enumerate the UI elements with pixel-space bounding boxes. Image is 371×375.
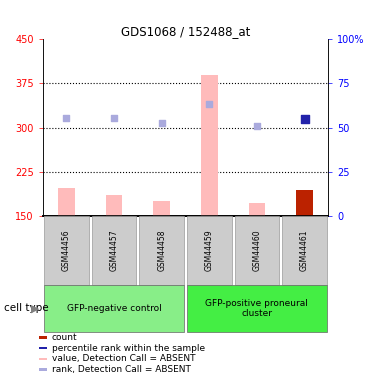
Bar <box>58 188 75 216</box>
Bar <box>187 285 327 332</box>
Bar <box>296 190 313 216</box>
Bar <box>249 203 265 216</box>
Bar <box>44 216 89 285</box>
Text: GFP-positive proneural
cluster: GFP-positive proneural cluster <box>206 299 308 318</box>
Bar <box>39 347 47 350</box>
Bar <box>39 336 47 339</box>
Text: GSM44461: GSM44461 <box>300 230 309 271</box>
Point <box>302 116 308 122</box>
Point <box>159 120 165 126</box>
Point <box>63 114 69 120</box>
Bar <box>39 357 47 360</box>
Bar <box>187 216 232 285</box>
Text: GSM44459: GSM44459 <box>205 230 214 271</box>
Point <box>206 101 212 107</box>
Text: GSM44457: GSM44457 <box>109 230 119 271</box>
Point <box>111 114 117 120</box>
Bar <box>92 216 137 285</box>
Text: GFP-negative control: GFP-negative control <box>67 304 161 313</box>
Point <box>254 123 260 129</box>
Text: value, Detection Call = ABSENT: value, Detection Call = ABSENT <box>52 354 195 363</box>
Text: count: count <box>52 333 77 342</box>
Text: GSM44456: GSM44456 <box>62 230 71 271</box>
Title: GDS1068 / 152488_at: GDS1068 / 152488_at <box>121 25 250 38</box>
Bar <box>139 216 184 285</box>
Bar <box>234 216 279 285</box>
Text: cell type: cell type <box>4 303 48 313</box>
Text: percentile rank within the sample: percentile rank within the sample <box>52 344 205 352</box>
Bar <box>44 285 184 332</box>
Bar <box>282 216 327 285</box>
Text: GSM44460: GSM44460 <box>252 230 262 271</box>
Bar <box>39 368 47 371</box>
Text: ▶: ▶ <box>31 303 39 313</box>
Bar <box>201 75 218 216</box>
Text: rank, Detection Call = ABSENT: rank, Detection Call = ABSENT <box>52 365 191 374</box>
Text: GSM44458: GSM44458 <box>157 230 166 271</box>
Bar <box>153 201 170 216</box>
Bar <box>106 195 122 216</box>
